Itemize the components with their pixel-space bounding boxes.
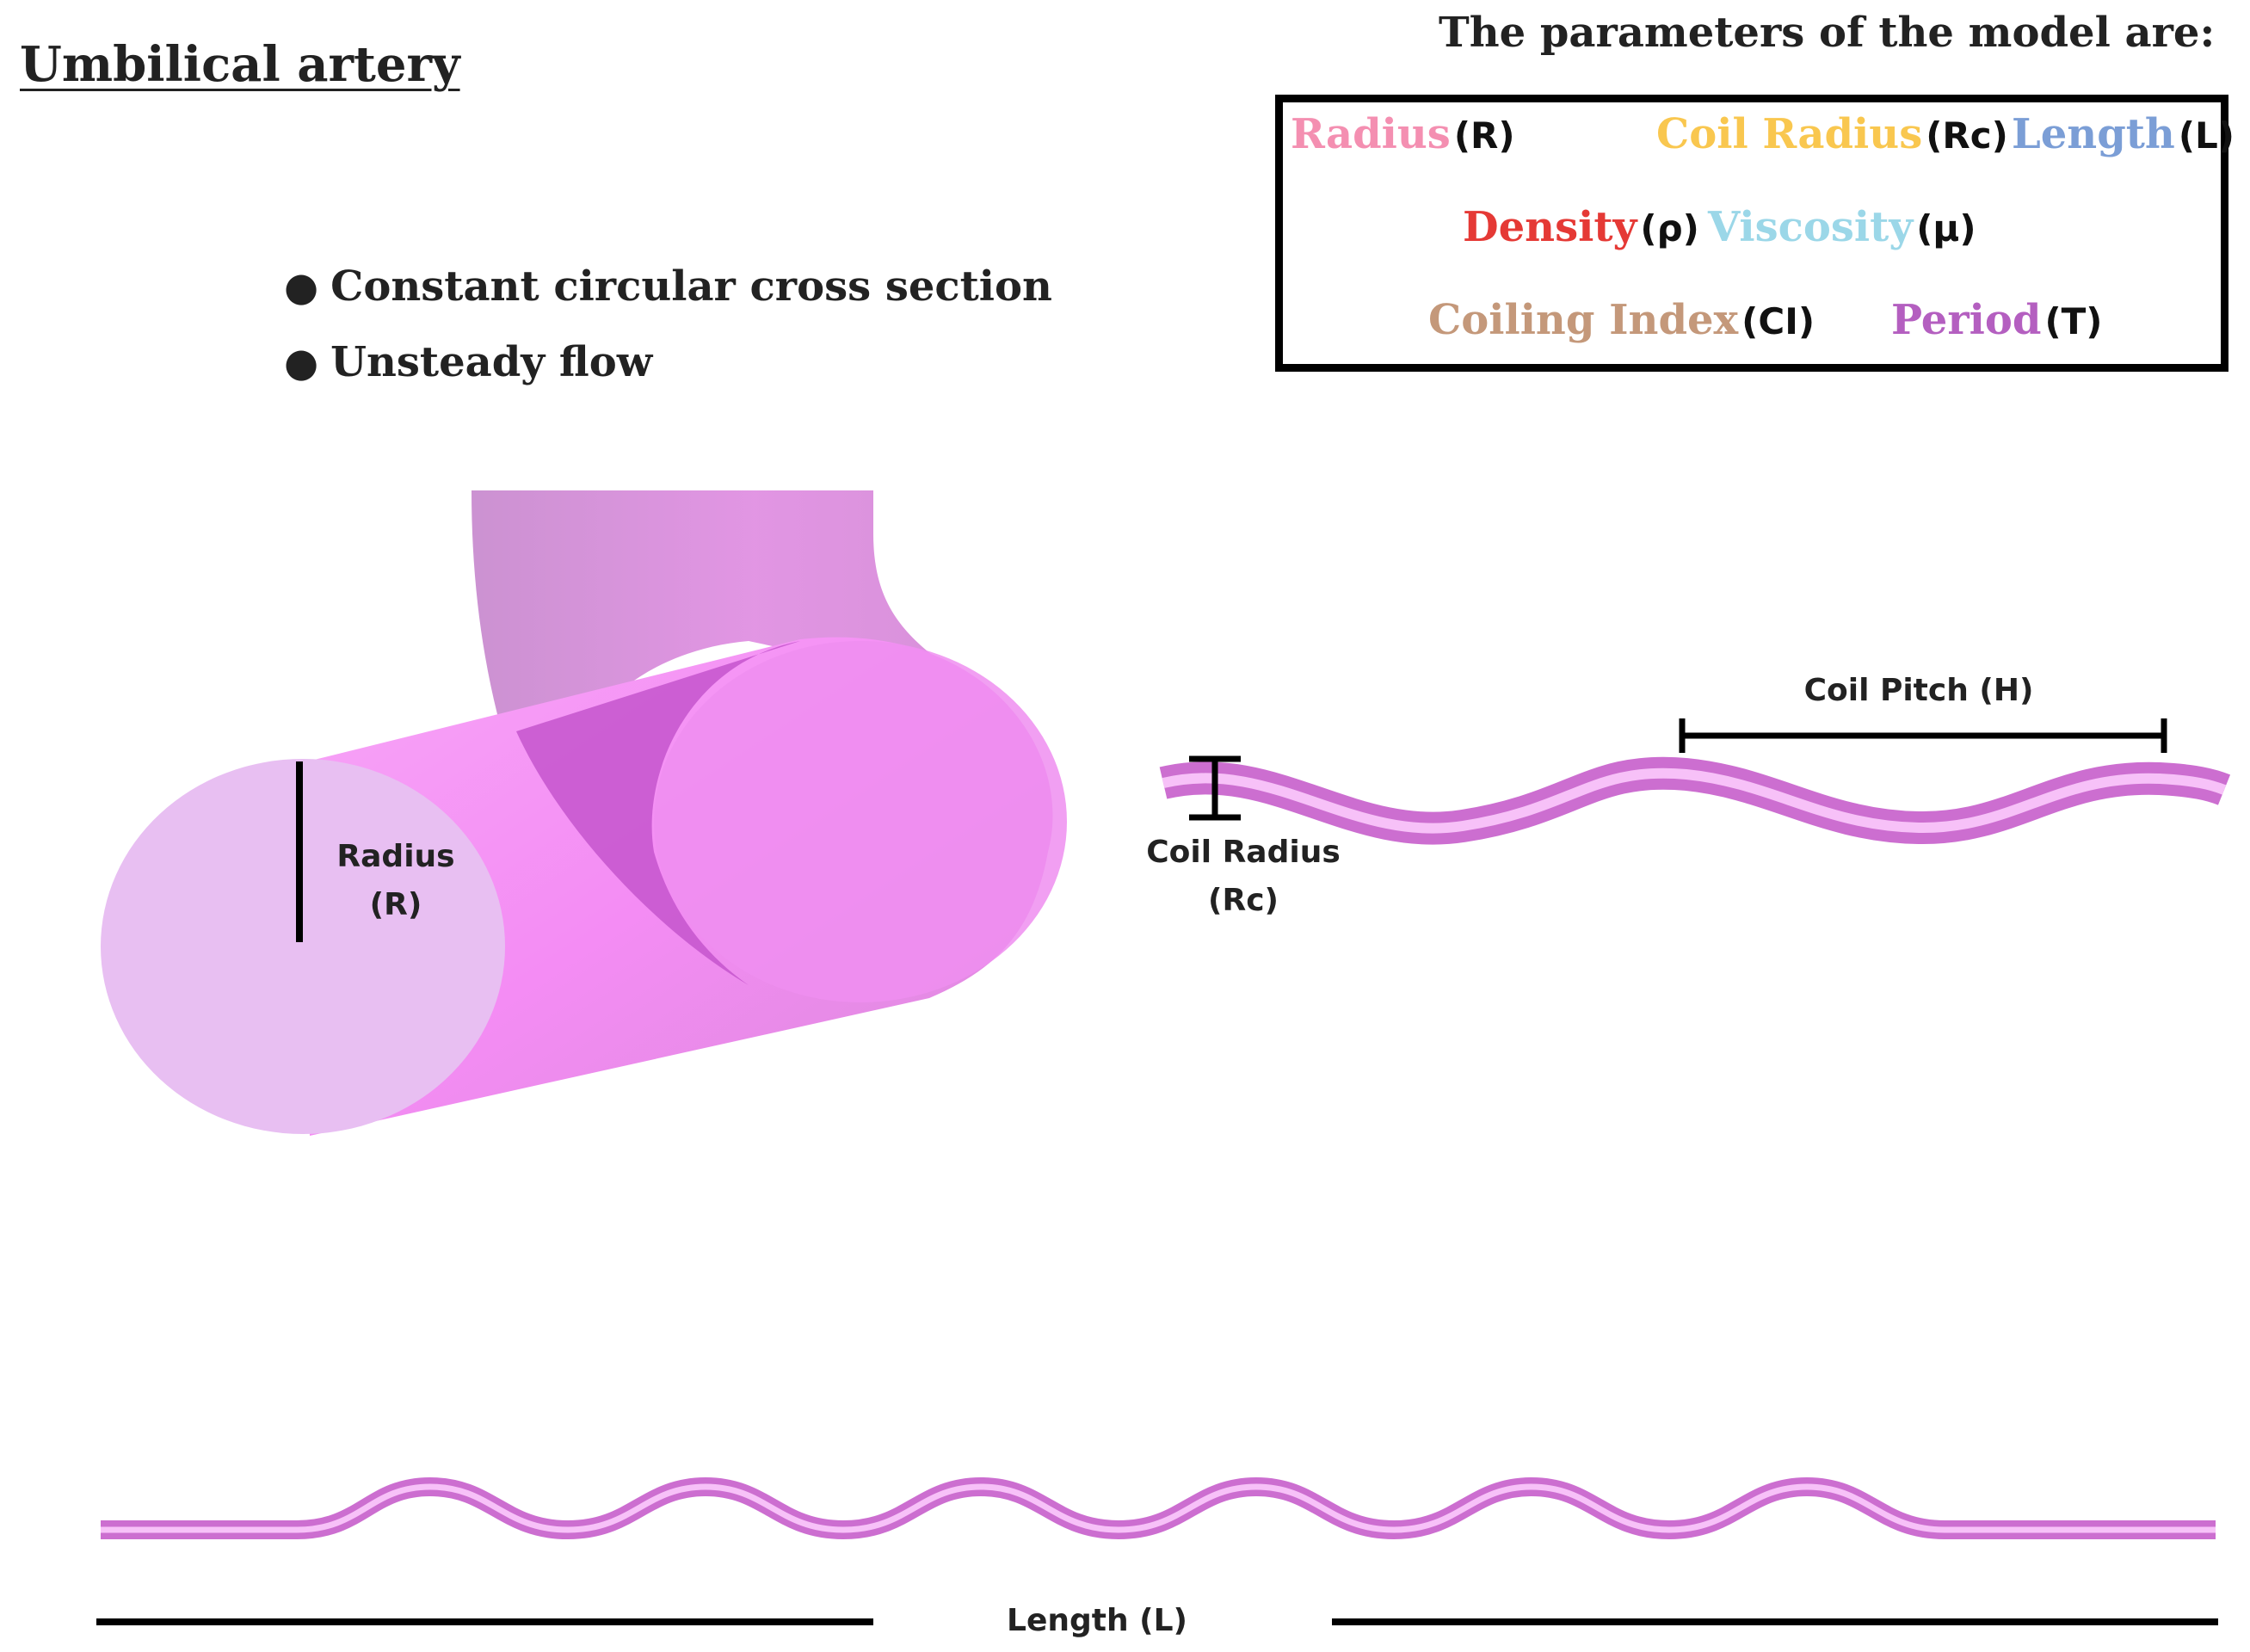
parameters-heading: The parameters of the model are: [1439, 9, 2216, 57]
radius-label-text: Radius [336, 839, 455, 874]
coil-radius-label: Coil Radius (Rc) [1127, 829, 1359, 925]
param-symbol: (L) [2178, 114, 2235, 157]
param-symbol: (Rc) [1926, 114, 2008, 157]
page-title: Umbilical artery [20, 36, 460, 93]
bullet-item: ● Unsteady flow [284, 338, 652, 386]
param-name: Radius [1291, 110, 1451, 158]
bullet-text: Unsteady flow [330, 338, 653, 386]
tube-bend [472, 490, 942, 860]
param-symbol: (ρ) [1640, 207, 1699, 250]
param-period: Period (T) [1891, 296, 2103, 344]
param-name: Density [1463, 203, 1637, 251]
bullet-dot: ● [284, 263, 319, 310]
coil-pitch-label: Coil Pitch (H) [1803, 673, 2034, 708]
coil-upper-highlight [1162, 767, 2227, 834]
param-name: Period [1891, 296, 2042, 344]
radius-label-symbol: (R) [369, 887, 422, 922]
radius-label: Radius (R) [310, 833, 482, 929]
param-viscosity: Viscosity (μ) [1708, 203, 1976, 251]
coil-radius-label-symbol: (Rc) [1208, 883, 1279, 918]
coil-full-highlight [101, 1483, 2216, 1533]
tube-cross-section [101, 759, 505, 1134]
param-coil-radius: Coil Radius (Rc) [1656, 110, 2008, 158]
param-name: Coiling Index [1428, 296, 1739, 344]
param-name: Viscosity [1708, 203, 1914, 251]
param-radius: Radius (R) [1291, 110, 1515, 158]
bullet-dot: ● [284, 339, 319, 385]
param-coiling-index: Coiling Index (CI) [1428, 296, 1815, 344]
param-name: Coil Radius [1656, 110, 1923, 158]
param-symbol: (R) [1453, 114, 1515, 157]
param-symbol: (CI) [1741, 300, 1815, 342]
bullet-text: Constant circular cross section [330, 262, 1052, 311]
length-label: Length (L) [1007, 1603, 1187, 1638]
tube-inner-shadow [516, 641, 800, 985]
param-symbol: (μ) [1916, 207, 1976, 250]
bullet-item: ● Constant circular cross section [284, 262, 1052, 311]
param-length: Length (L) [2012, 110, 2235, 158]
param-symbol: (T) [2044, 300, 2103, 342]
param-density: Density (ρ) [1463, 203, 1699, 251]
tube-far-end [654, 641, 1067, 1002]
coil-radius-label-text: Coil Radius [1146, 835, 1341, 870]
parameters-box [1275, 95, 2228, 372]
param-name: Length [2012, 110, 2175, 158]
